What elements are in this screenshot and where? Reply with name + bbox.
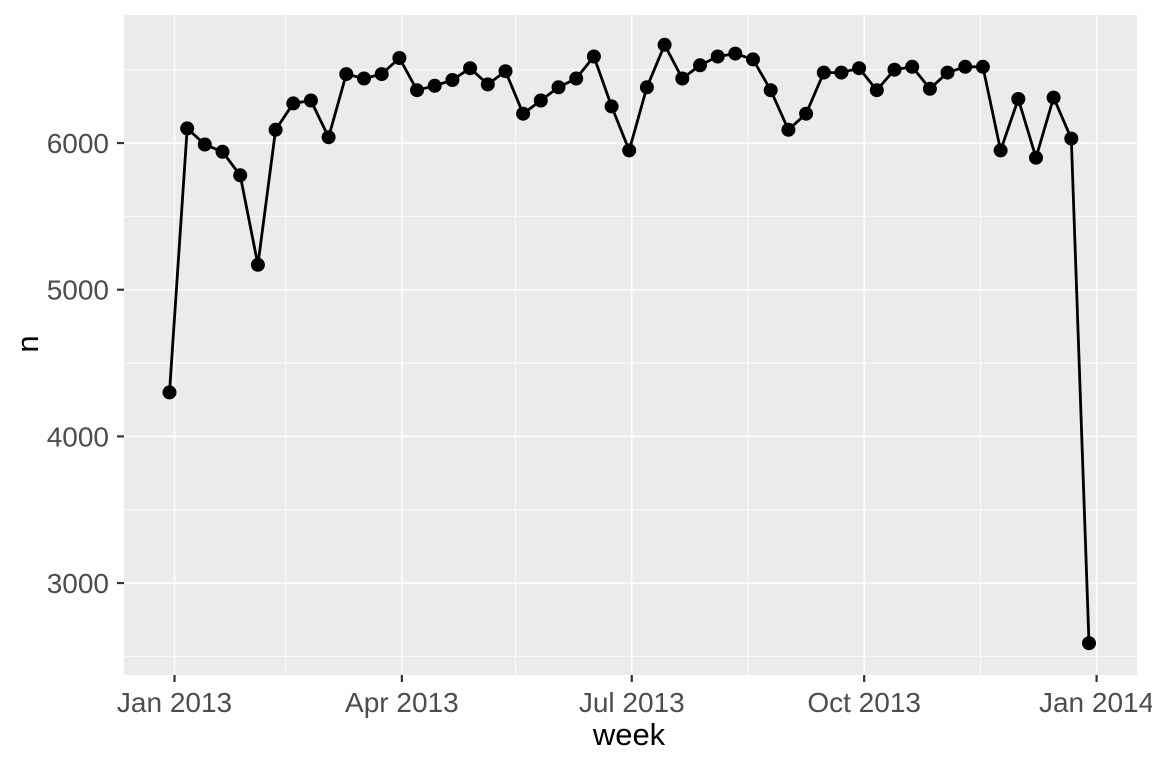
- data-point: [975, 59, 990, 74]
- data-point: [993, 143, 1008, 158]
- data-point: [569, 71, 584, 86]
- data-point: [1064, 131, 1079, 146]
- data-point: [1011, 92, 1026, 106]
- data-point: [374, 67, 389, 82]
- data-point: [622, 143, 637, 158]
- data-point: [516, 106, 531, 121]
- data-point: [781, 122, 796, 137]
- data-point: [905, 59, 920, 74]
- data-point: [604, 99, 619, 114]
- data-point: [162, 385, 177, 400]
- data-point: [657, 37, 672, 52]
- plot-panel-layer: [124, 15, 1137, 675]
- data-point: [250, 257, 265, 272]
- data-point: [427, 78, 442, 93]
- data-point: [746, 52, 760, 67]
- y-axis-title: n: [10, 335, 45, 352]
- y-tick-label: 5000: [47, 275, 109, 306]
- data-point: [303, 93, 318, 108]
- data-point: [180, 121, 195, 136]
- data-point: [675, 71, 690, 86]
- data-point: [1029, 150, 1043, 165]
- data-point: [710, 49, 725, 64]
- data-point: [834, 65, 849, 80]
- data-point: [887, 62, 902, 77]
- data-point: [392, 51, 407, 65]
- x-tick-label: Jul 2013: [579, 687, 685, 718]
- y-tick-label: 6000: [47, 128, 109, 159]
- data-point: [286, 96, 301, 111]
- data-series: [162, 37, 1096, 651]
- data-point: [480, 77, 495, 92]
- data-point: [869, 83, 884, 98]
- data-point: [693, 58, 707, 73]
- data-point: [445, 73, 460, 87]
- data-point: [639, 80, 654, 95]
- data-point: [958, 59, 973, 74]
- data-point: [1046, 90, 1061, 105]
- axes: Jan 2013 Apr 2013 Jul 2013 Oct 2013 Jan 2014…: [47, 128, 1152, 718]
- data-point: [215, 144, 230, 159]
- data-point: [586, 49, 601, 64]
- data-point: [728, 46, 743, 61]
- data-point: [321, 130, 336, 145]
- x-axis-title: week: [592, 717, 666, 752]
- data-point: [233, 168, 248, 183]
- plot-panel: [124, 15, 1137, 675]
- data-point: [551, 80, 566, 95]
- data-point: [339, 67, 354, 82]
- data-point: [268, 122, 283, 137]
- data-point: [410, 83, 424, 98]
- x-tick-label: Oct 2013: [807, 687, 921, 718]
- data-point: [922, 81, 937, 96]
- data-point: [498, 64, 513, 79]
- data-point: [357, 71, 371, 86]
- x-tick-label: Apr 2013: [345, 687, 459, 718]
- data-point: [763, 83, 778, 98]
- data-point: [1082, 636, 1096, 651]
- data-point: [816, 65, 831, 80]
- data-point: [197, 137, 212, 152]
- x-tick-label: Jan 2013: [117, 687, 232, 718]
- data-point: [533, 93, 548, 108]
- y-tick-label: 4000: [47, 421, 109, 452]
- x-tick-label: Jan 2014: [1039, 687, 1152, 718]
- data-point: [799, 106, 814, 121]
- data-point: [940, 65, 955, 80]
- data-point: [463, 61, 478, 76]
- data-point: [852, 61, 867, 76]
- y-tick-label: 3000: [47, 568, 109, 599]
